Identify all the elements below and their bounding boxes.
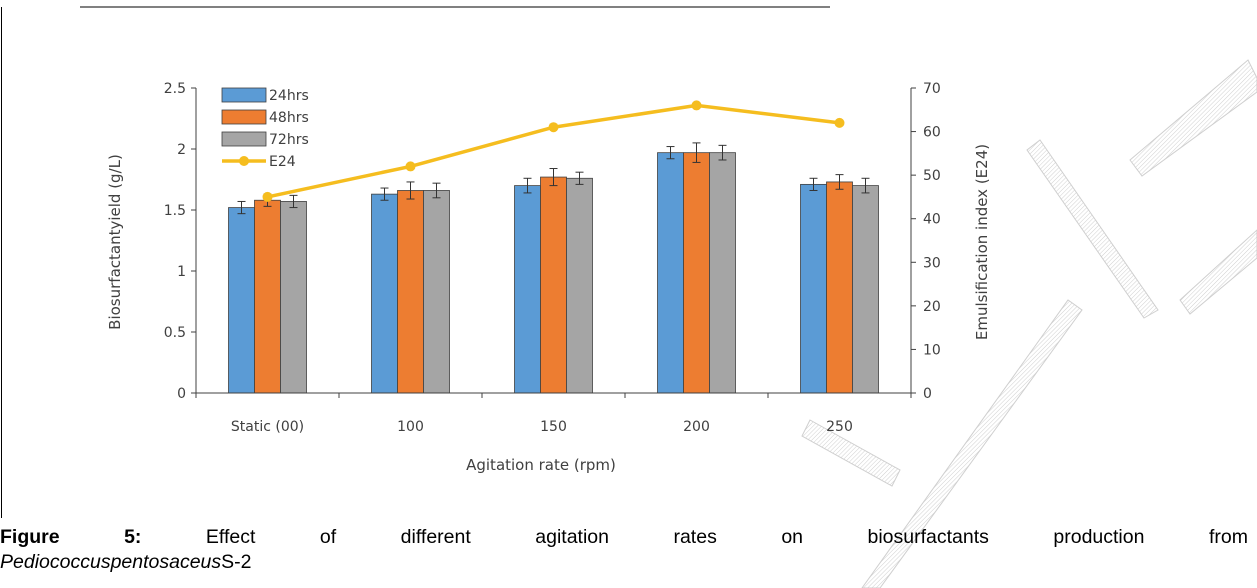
series-point	[548, 122, 559, 133]
bar	[566, 177, 593, 394]
bar	[397, 190, 424, 394]
y2-tick-label: 70	[923, 81, 941, 97]
x-axis-label: Agitation rate (rpm)	[466, 456, 616, 474]
legend-label: E24	[269, 154, 296, 170]
bar	[371, 193, 398, 394]
bar	[800, 183, 827, 394]
figure-frame: Static (00) 100 150 200 250 0 0.5 1 1.5 2 2.5 0 10 20…	[0, 6, 1257, 581]
y2-tick-label: 10	[923, 342, 941, 358]
bar	[228, 207, 255, 394]
bar	[709, 152, 736, 394]
y2-tick-label: 0	[923, 386, 932, 402]
chart: Static (00) 100 150 200 250 0 0.5 1 1.5 2 2.5 0 10 20…	[1, 6, 991, 518]
y2-tick-label: 30	[923, 255, 941, 271]
series-point	[834, 117, 845, 128]
y2-tick-label: 40	[923, 212, 941, 228]
caption-word: different	[400, 526, 471, 548]
y-tick-label: 2.5	[164, 81, 186, 97]
bar	[683, 152, 710, 394]
bar	[423, 190, 450, 394]
series-point	[691, 100, 702, 111]
caption-word: on	[781, 526, 804, 548]
y2-tick-label: 50	[923, 168, 941, 184]
bar	[280, 201, 307, 394]
caption-organism: Pediococcuspentosaceus	[0, 551, 222, 573]
y-tick-label: 2	[177, 142, 186, 158]
bar	[540, 176, 567, 394]
legend-label: 48hrs	[269, 110, 309, 126]
caption-strain: S-2	[221, 551, 252, 573]
legend-label: 72hrs	[269, 132, 309, 148]
figure-caption-line1: Figure 5: Effect of different agitation …	[0, 526, 1248, 548]
caption-word: rates	[673, 526, 717, 548]
bar	[826, 181, 853, 394]
figure-label: Figure	[0, 526, 60, 548]
x-tick-label: 150	[540, 419, 567, 435]
y-tick-label: 1	[177, 264, 186, 280]
caption-word: of	[319, 526, 337, 548]
x-tick-label: 250	[826, 419, 853, 435]
y2-tick-label: 20	[923, 299, 941, 315]
bar	[514, 185, 541, 394]
bar	[254, 199, 281, 394]
x-tick-label: 200	[683, 419, 710, 435]
caption-word: biosurfactants	[867, 526, 989, 548]
y2-axis-label: Emulsification index (E24)	[973, 144, 991, 340]
bar	[657, 152, 684, 394]
caption-word: production	[1053, 526, 1145, 548]
y-tick-label: 0	[177, 386, 186, 402]
figure-caption-line2: PediococcuspentosaceusS-2	[0, 551, 1248, 573]
legend-swatch	[221, 109, 267, 125]
series-point	[405, 161, 416, 172]
legend-swatch	[221, 131, 267, 147]
x-tick-label: Static (00)	[231, 419, 304, 435]
bar	[852, 185, 879, 394]
y2-tick-label: 60	[923, 125, 941, 141]
legend-swatch-marker	[239, 156, 249, 166]
y-axis-label: Biosurfactantyield (g/L)	[106, 154, 124, 330]
caption-word: Effect	[205, 526, 256, 548]
y-tick-label: 0.5	[164, 325, 186, 341]
caption-word: agitation	[535, 526, 609, 548]
series-point	[262, 191, 273, 202]
y-tick-label: 1.5	[164, 203, 186, 219]
caption-word: from	[1208, 526, 1248, 548]
legend-label: 24hrs	[269, 88, 309, 104]
figure-number: 5:	[124, 526, 142, 548]
x-tick-label: 100	[397, 419, 424, 435]
legend-swatch	[221, 87, 267, 103]
